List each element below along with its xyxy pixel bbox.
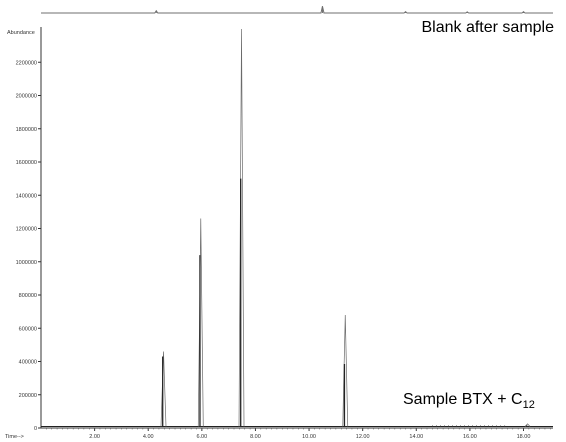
sample-label-subscript: 12 bbox=[522, 399, 535, 412]
y-tick-label: 2000000 bbox=[16, 94, 37, 100]
x-tick-label: 10.00 bbox=[302, 434, 316, 440]
y-tick-label: 400000 bbox=[19, 360, 37, 366]
blank-trace bbox=[41, 6, 553, 14]
axes-group: 0 200000 400000 600000 800000 1000000 1200000 1… bbox=[5, 27, 553, 440]
blank-trace-group bbox=[41, 6, 553, 14]
x-tick-label: 16.00 bbox=[463, 434, 477, 440]
x-tick-label: 2.00 bbox=[89, 434, 100, 440]
x-tick-label: 12.00 bbox=[356, 434, 370, 440]
y-tick-label: 200000 bbox=[19, 393, 37, 399]
x-tick-label: 4.00 bbox=[143, 434, 154, 440]
y-tick-label: 1200000 bbox=[16, 227, 37, 233]
x-axis-title: Time--> bbox=[5, 434, 24, 440]
sample-peak bbox=[524, 423, 531, 427]
x-tick-label: 18.00 bbox=[517, 434, 531, 440]
x-tick-label: 8.00 bbox=[250, 434, 261, 440]
blank-series-label: Blank after sample bbox=[421, 19, 554, 36]
sample-peak bbox=[238, 28, 245, 427]
y-tick-label: 0 bbox=[34, 426, 37, 432]
sample-peak bbox=[160, 351, 167, 427]
y-tick-label: 800000 bbox=[19, 293, 37, 299]
sample-series-label: Sample BTX + C12 bbox=[403, 391, 535, 411]
x-tick-label: 6.00 bbox=[196, 434, 207, 440]
y-tick-label: 1400000 bbox=[16, 193, 37, 199]
y-tick-label: 2200000 bbox=[16, 60, 37, 66]
y-axis-title: Abundance bbox=[7, 30, 35, 36]
y-tick-label: 600000 bbox=[19, 326, 37, 332]
y-tick-label: 1800000 bbox=[16, 127, 37, 133]
y-tick-label: 1000000 bbox=[16, 260, 37, 266]
sample-label-main: Sample BTX + C bbox=[403, 391, 523, 408]
y-tick-label: 1600000 bbox=[16, 160, 37, 166]
x-tick-label: 14.00 bbox=[409, 434, 423, 440]
sample-peak bbox=[197, 218, 204, 427]
sample-peak bbox=[342, 314, 349, 427]
sample-trace-group bbox=[41, 28, 553, 427]
